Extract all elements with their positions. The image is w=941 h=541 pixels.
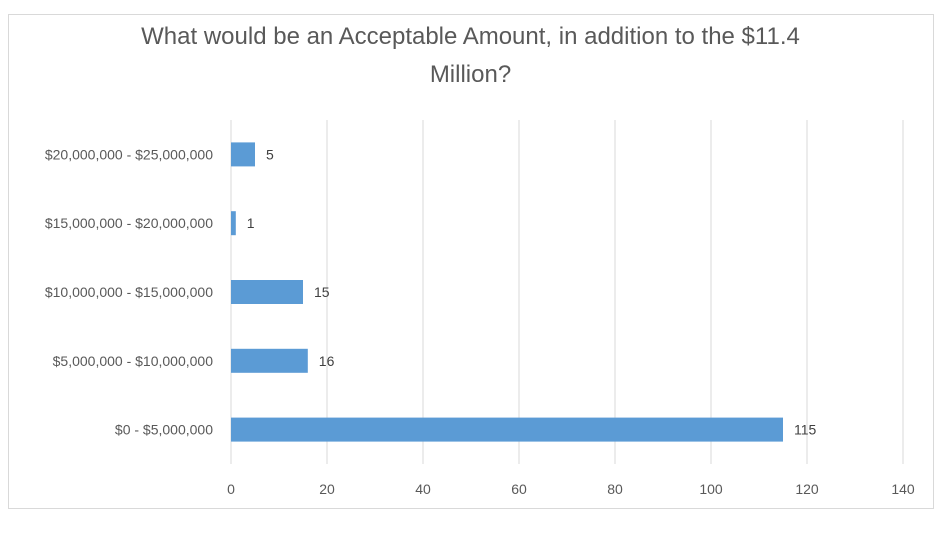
data-label-15-000-000-20-000-000: 1 <box>247 215 255 231</box>
bar-0-5-000-000 <box>231 417 783 442</box>
category-label-15-000-000-20-000-000: $15,000,000 - $20,000,000 <box>45 215 213 231</box>
x-tick-labels: 0 20 40 60 80 100 120 140 <box>227 481 915 497</box>
category-labels: $0 - $5,000,000 $5,000,000 - $10,000,000 $… <box>45 146 213 437</box>
x-tick-label-20: 20 <box>319 481 335 497</box>
data-label-5-000-000-10-000-000: 16 <box>319 353 335 369</box>
x-tick-label-40: 40 <box>415 481 431 497</box>
gridlines <box>230 120 904 464</box>
x-tick-label-100: 100 <box>699 481 723 497</box>
bar-5-000-000-10-000-000 <box>231 348 308 373</box>
bar-20-000-000-25-000-000 <box>231 142 255 167</box>
bars <box>231 142 783 442</box>
data-label-10-000-000-15-000-000: 15 <box>314 284 330 300</box>
x-tick-label-60: 60 <box>511 481 527 497</box>
chart-title-line-2: Million? <box>429 61 512 88</box>
chart-title: What would be an Acceptable Amount, in a… <box>0 18 941 94</box>
category-label-10-000-000-15-000-000: $10,000,000 - $15,000,000 <box>45 284 213 300</box>
bar-15-000-000-20-000-000 <box>231 211 236 236</box>
category-label-20-000-000-25-000-000: $20,000,000 - $25,000,000 <box>45 146 213 162</box>
data-label-0-5-000-000: 115 <box>794 422 817 438</box>
bar-10-000-000-15-000-000 <box>231 280 303 304</box>
chart-title-line-1: What would be an Acceptable Amount, in a… <box>141 23 800 50</box>
x-tick-label-120: 120 <box>795 481 819 497</box>
x-tick-label-140: 140 <box>891 481 915 497</box>
data-label-20-000-000-25-000-000: 5 <box>266 146 274 162</box>
category-label-0-5-000-000: $0 - $5,000,000 <box>115 422 213 438</box>
x-tick-label-0: 0 <box>227 481 235 497</box>
x-tick-label-80: 80 <box>607 481 623 497</box>
category-label-5-000-000-10-000-000: $5,000,000 - $10,000,000 <box>53 353 214 369</box>
